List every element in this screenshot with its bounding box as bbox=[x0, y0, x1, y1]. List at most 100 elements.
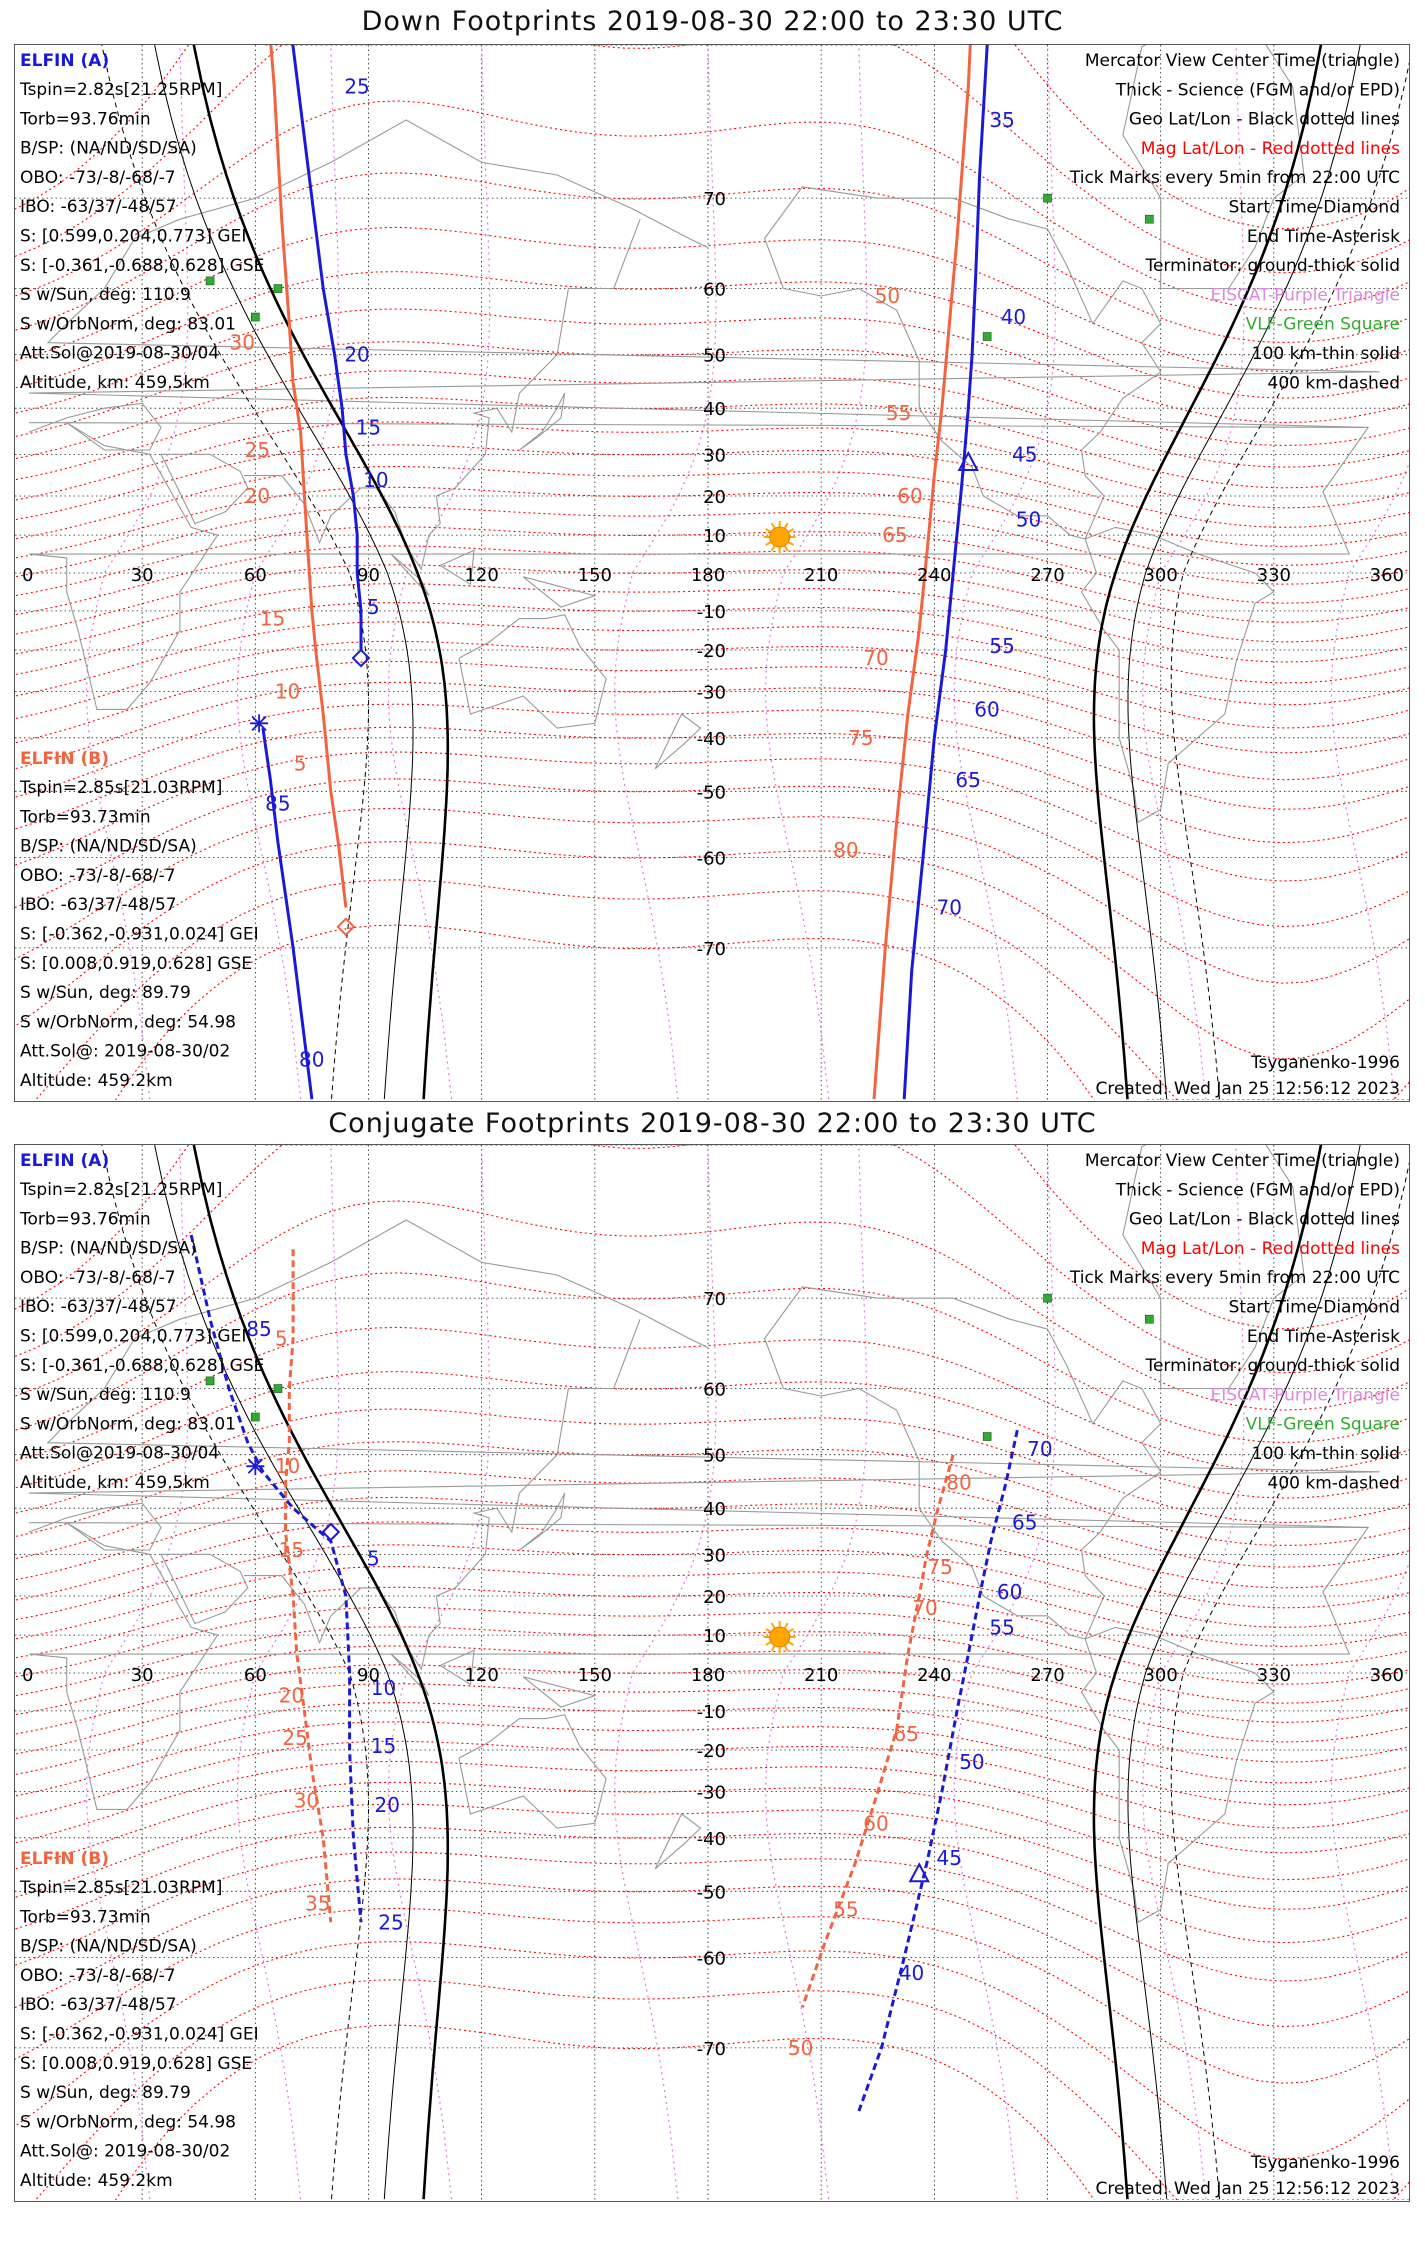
elfin-a-info-line: OBO: -73/-8/-68/-7 bbox=[20, 168, 176, 188]
elfin-a-tick-label: 50 bbox=[1016, 508, 1041, 532]
coastline bbox=[519, 1492, 566, 1551]
lon-tick-label: 300 bbox=[1143, 565, 1177, 586]
elfin-a-tick-label: 85 bbox=[265, 791, 290, 815]
elfin-b-tick-label: 30 bbox=[294, 1788, 319, 1812]
coastline bbox=[1080, 1626, 1275, 1924]
elfin-a-tick-label: 45 bbox=[1012, 442, 1037, 466]
elfin-a-info-line: S w/OrbNorm, deg: 83.01 bbox=[20, 1414, 236, 1434]
legend-entry: Mag Lat/Lon - Red dotted lines bbox=[1141, 139, 1400, 159]
elfin-a-tick-label: 55 bbox=[989, 1615, 1014, 1639]
elfin-a-info-line: B/SP: (NA/ND/SD/SA) bbox=[20, 139, 197, 159]
lon-tick-label: 30 bbox=[131, 1665, 154, 1686]
elfin-a-info-line: Tspin=2.82s[21.25RPM] bbox=[19, 1180, 222, 1200]
lon-tick-label: 240 bbox=[917, 1665, 951, 1686]
coastline bbox=[28, 422, 1370, 710]
legend-entry: Geo Lat/Lon - Black dotted lines bbox=[1129, 110, 1400, 130]
mag-parallel bbox=[15, 1721, 1409, 1806]
lat-tick-label: 50 bbox=[703, 1446, 726, 1467]
elfin-a-tick-label: 20 bbox=[344, 343, 369, 367]
legend-entry: End Time-Asterisk bbox=[1247, 227, 1400, 247]
lat-tick-label: -60 bbox=[697, 1948, 726, 1969]
mag-parallel bbox=[15, 778, 1409, 928]
legend-entry: 400 km-dashed bbox=[1268, 1473, 1400, 1493]
coastline bbox=[1122, 45, 1305, 290]
mag-parallel bbox=[15, 1781, 1409, 1881]
mag-parallel bbox=[15, 1878, 1409, 2028]
legend-entry: Thick - Science (FGM and/or EPD) bbox=[1115, 80, 1400, 100]
mag-parallel bbox=[15, 465, 1409, 547]
elfin-a-info-line: IBO: -63/37/-48/57 bbox=[20, 197, 177, 217]
elfin-b-tick-label: 25 bbox=[282, 1726, 307, 1750]
legend-entry: Thick - Science (FGM and/or EPD) bbox=[1115, 1180, 1400, 1200]
panel-title-conjugate: Conjugate Footprints 2019-08-30 22:00 to… bbox=[328, 1108, 1097, 1139]
lon-tick-label: 210 bbox=[804, 1665, 838, 1686]
sun-icon bbox=[763, 521, 796, 553]
mag-parallel bbox=[15, 1496, 1409, 1589]
elfin-b-info-line: S w/OrbNorm, deg: 54.98 bbox=[20, 2112, 236, 2132]
lon-tick-label: 150 bbox=[578, 1665, 612, 1686]
elfin-b-tick-label: 70 bbox=[912, 1596, 937, 1620]
elfin-b-tick-label: 15 bbox=[279, 1538, 304, 1562]
elfin-b-tick-label: 50 bbox=[788, 2036, 813, 2060]
sun-ray bbox=[783, 1645, 789, 1652]
lat-tick-label: -30 bbox=[697, 1783, 726, 1804]
elfin-b-info-line: S: [-0.362,-0.931,0.024] GEI bbox=[20, 925, 259, 945]
mag-parallel bbox=[15, 751, 1409, 882]
elfin-b-tick-label: 5 bbox=[275, 1327, 288, 1351]
legend-entry: 100 km-thin solid bbox=[1252, 344, 1400, 364]
elfin-a-tick-label: 15 bbox=[356, 415, 381, 439]
map-panel-down bbox=[14, 44, 1410, 1102]
lat-tick-label: 40 bbox=[703, 1499, 726, 1520]
mag-parallel bbox=[15, 1851, 1409, 1982]
terminator-ground-east bbox=[1092, 1145, 1323, 2200]
elfin-a-info-line: S w/OrbNorm, deg: 83.01 bbox=[20, 314, 236, 334]
elfin-b-track-west bbox=[269, 45, 348, 908]
elfin-a-center-triangle bbox=[908, 1862, 930, 1883]
elfin-a-track-south bbox=[261, 727, 314, 1100]
lat-tick-label: -20 bbox=[697, 641, 726, 662]
elfin-b-track-east bbox=[872, 45, 972, 1100]
lon-tick-label: 360 bbox=[1370, 565, 1404, 586]
elfin-a-tick-label: 20 bbox=[375, 1793, 400, 1817]
elfin-a-info-line: Altitude, km: 459.5km bbox=[20, 373, 210, 393]
elfin-a-tick-label: 70 bbox=[937, 895, 962, 919]
elfin-b-info-line: Tspin=2.85s[21.03RPM] bbox=[19, 1878, 222, 1898]
lat-tick-label: 10 bbox=[703, 1626, 726, 1647]
mag-parallel bbox=[34, 1979, 1409, 2200]
coastline bbox=[458, 1714, 607, 1829]
mag-parallel bbox=[15, 1626, 1409, 1704]
coastline bbox=[654, 1813, 702, 1870]
coastline bbox=[439, 549, 475, 586]
terminator-400km-west bbox=[101, 45, 369, 1100]
elfin-a-tick-label: 45 bbox=[937, 1846, 962, 1870]
legend-entry: Start Time-Diamond bbox=[1229, 198, 1400, 218]
elfin-b-tick-label: 35 bbox=[305, 1891, 330, 1915]
vlf-station-square bbox=[1043, 193, 1052, 203]
mag-parallel bbox=[15, 1470, 1409, 1568]
coastline bbox=[1122, 1145, 1305, 1390]
mag-parallel bbox=[15, 526, 1409, 604]
elfin-a-info-line: S w/Sun, deg: 110.9 bbox=[20, 285, 191, 305]
mag-parallel bbox=[15, 681, 1409, 781]
lat-tick-label: -70 bbox=[697, 939, 726, 960]
elfin-b-track-west bbox=[284, 1249, 333, 1923]
elfin-a-info-line: Att.Sol@2019-08-30/04 bbox=[20, 344, 219, 364]
lon-tick-label: 240 bbox=[917, 565, 951, 586]
elfin-a-start-diamond bbox=[321, 1522, 341, 1542]
coastline bbox=[439, 1649, 475, 1686]
mag-parallel bbox=[114, 2024, 1409, 2200]
elfin-b-start-diamond bbox=[336, 917, 356, 937]
vlf-station-square bbox=[205, 276, 215, 286]
map-layer: 8551015202570656055504540510152025303580… bbox=[15, 1145, 1409, 2200]
mag-parallel bbox=[15, 1740, 1409, 1829]
lon-tick-label: 330 bbox=[1257, 565, 1291, 586]
sun-ray bbox=[765, 1641, 772, 1646]
vlf-station-square bbox=[1145, 214, 1154, 224]
elfin-a-info-line: S w/Sun, deg: 110.9 bbox=[20, 1385, 191, 1405]
mag-parallel bbox=[15, 1586, 1409, 1666]
mag-parallel bbox=[15, 506, 1409, 585]
sun-ray bbox=[787, 528, 795, 533]
lon-tick-label: 150 bbox=[578, 565, 612, 586]
lat-tick-label: 40 bbox=[703, 399, 726, 420]
lat-tick-label: 10 bbox=[703, 526, 726, 547]
